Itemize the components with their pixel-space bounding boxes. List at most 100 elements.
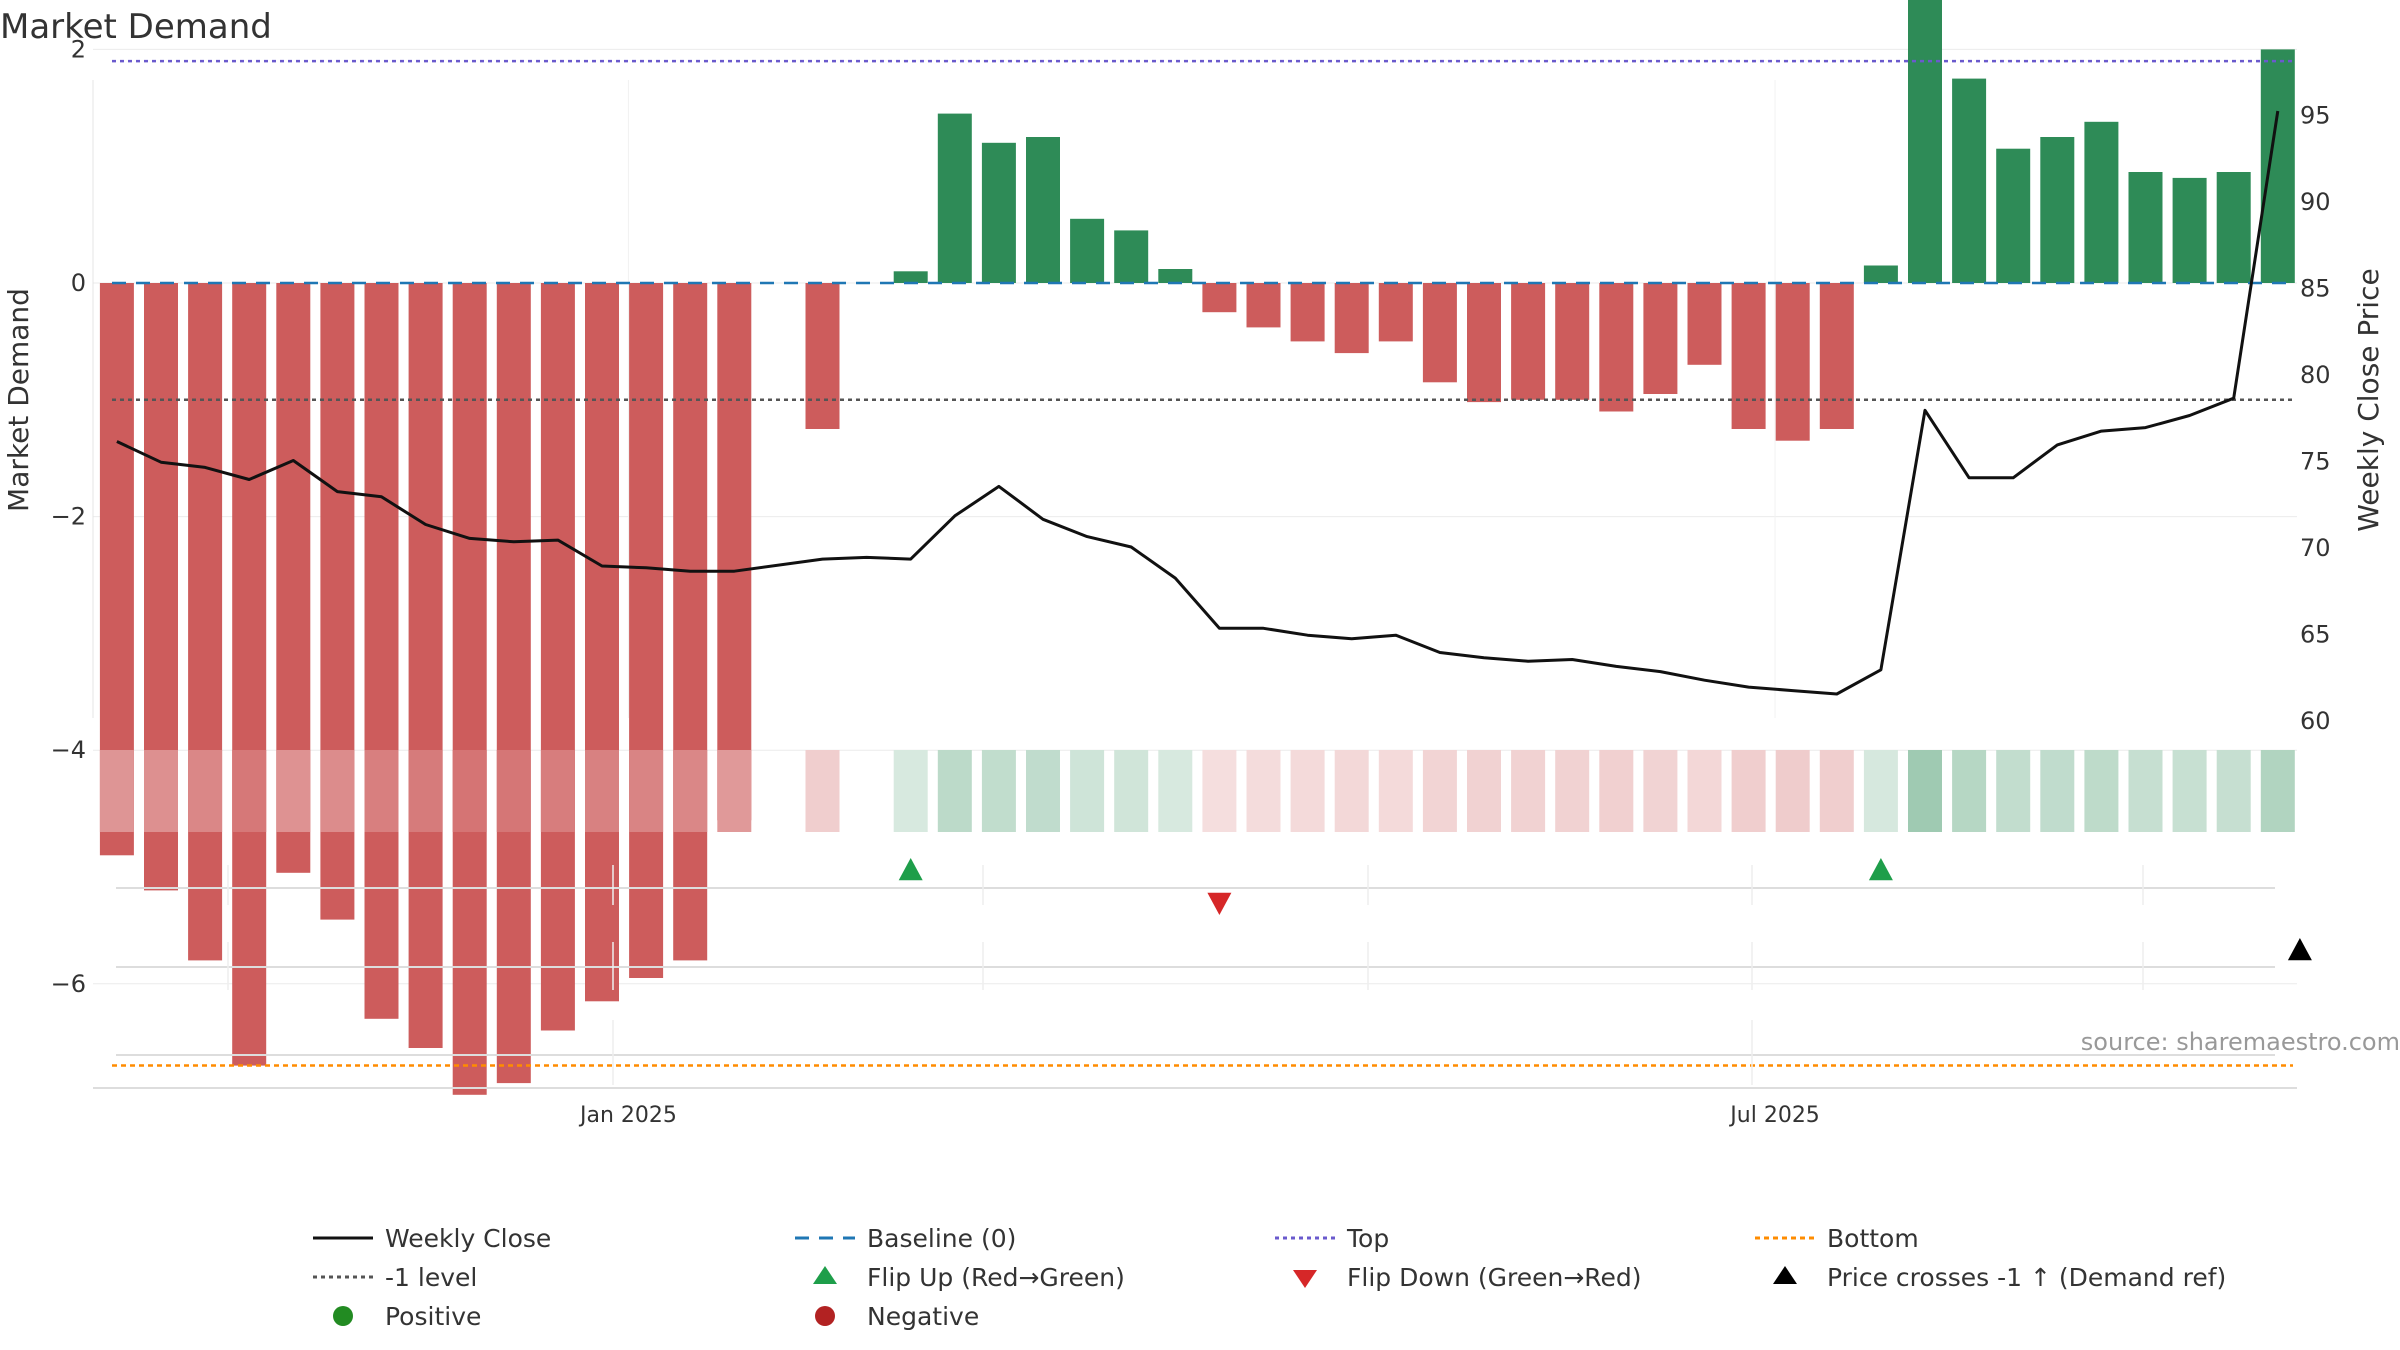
demand-bar: [1422, 283, 1457, 383]
heat-cell: [1158, 750, 1193, 832]
flip-up-marker: [1868, 858, 1893, 881]
y-left-tick-label: −4: [51, 736, 86, 764]
heat-cell: [1334, 750, 1369, 832]
heat-cell: [937, 750, 972, 832]
demand-bar: [1070, 218, 1105, 283]
heat-cell: [408, 750, 443, 832]
legend-item-positive: Positive: [333, 1302, 481, 1331]
chart-title: Market Demand: [0, 7, 272, 47]
heat-cell: [1114, 750, 1149, 832]
legend-item-negative: Negative: [815, 1302, 979, 1331]
demand-bar: [2260, 49, 2295, 284]
heat-cell: [1731, 750, 1766, 832]
demand-bar: [629, 283, 664, 978]
demand-bar: [1996, 148, 2031, 283]
legend-label: Positive: [385, 1302, 481, 1331]
y-right-tick-label: 75: [2300, 448, 2331, 476]
heat-cell: [99, 750, 134, 832]
demand-bar: [2040, 137, 2075, 283]
legend-item-top: Top: [1275, 1224, 1389, 1253]
heat-cell: [1378, 750, 1413, 832]
heat-cell: [540, 750, 575, 832]
legend-swatch: [333, 1306, 353, 1326]
demand-bar: [1908, 0, 1942, 284]
demand-bar: [1643, 283, 1678, 394]
legend-label: Flip Down (Green→Red): [1347, 1263, 1642, 1292]
heat-cell: [1643, 750, 1678, 832]
heat-cell: [320, 750, 355, 832]
demand-bar: [364, 283, 399, 1019]
legend-label: -1 level: [385, 1263, 477, 1292]
demand-bar: [937, 113, 972, 283]
heat-cell: [2040, 750, 2075, 832]
demand-bar: [1114, 230, 1149, 283]
demand-bar: [1731, 283, 1766, 429]
demand-bar: [188, 283, 223, 961]
price-cross-marker: [2287, 938, 2312, 961]
demand-bar: [893, 271, 928, 283]
demand-bar: [2216, 172, 2251, 283]
heat-cell: [232, 750, 267, 832]
legend-label: Weekly Close: [385, 1224, 551, 1253]
heat-cell: [1599, 750, 1634, 832]
y-right-tick-label: 70: [2300, 534, 2331, 562]
heat-cell: [364, 750, 399, 832]
legend-swatch: [815, 1306, 835, 1326]
legend-item-flip-up: Flip Up (Red→Green): [813, 1263, 1125, 1292]
demand-bar: [1467, 283, 1501, 403]
demand-bar: [717, 283, 752, 821]
heat-cell: [452, 750, 487, 832]
heat-cell: [276, 750, 311, 832]
heat-cell: [2216, 750, 2251, 832]
demand-bar: [1246, 283, 1281, 328]
heat-cell: [1908, 750, 1942, 832]
demand-bar: [496, 283, 531, 1084]
heat-cell: [673, 750, 708, 832]
legend-swatch: [1293, 1270, 1317, 1288]
demand-bar: [2084, 121, 2119, 283]
heat-cell: [2260, 750, 2295, 832]
legend-item-minus-one: -1 level: [313, 1263, 477, 1292]
heat-cell: [144, 750, 178, 832]
demand-bar: [1775, 283, 1810, 441]
heat-cell: [981, 750, 1016, 832]
heat-cell: [1467, 750, 1501, 832]
demand-bar: [2128, 172, 2163, 283]
legend-label: Price crosses -1 ↑ (Demand ref): [1827, 1263, 2226, 1292]
heat-cell: [2084, 750, 2119, 832]
heat-cell: [629, 750, 664, 832]
flip-down-marker: [1207, 892, 1232, 915]
demand-bar: [1334, 283, 1369, 354]
demand-bar: [232, 283, 267, 1066]
demand-bar: [452, 283, 487, 1095]
heat-cell: [1070, 750, 1105, 832]
y-left-tick-label: 0: [71, 269, 86, 297]
demand-bar: [981, 142, 1016, 283]
legend-item-weekly-close: Weekly Close: [313, 1224, 551, 1253]
heat-cell: [1775, 750, 1810, 832]
demand-bar: [408, 283, 443, 1048]
heat-cell: [1952, 750, 1987, 832]
demand-bar: [1290, 283, 1325, 342]
heat-cell: [1246, 750, 1281, 832]
heat-cell: [1202, 750, 1237, 832]
y-left-tick-label: −6: [51, 970, 86, 998]
heat-cell: [1863, 750, 1898, 832]
y-right-tick-label: 80: [2300, 361, 2331, 389]
weekly-close-line: [116, 110, 2280, 696]
y-right-tick-label: 95: [2300, 102, 2331, 130]
demand-bar: [1952, 78, 1987, 283]
demand-bar: [540, 283, 575, 1031]
heat-cell: [1026, 750, 1060, 832]
heat-cell: [585, 750, 619, 832]
demand-bar: [805, 283, 840, 429]
flip-up-marker: [898, 858, 923, 881]
source-note: source: sharemaestro.com: [2081, 1028, 2400, 1056]
legend-item-bottom: Bottom: [1755, 1224, 1919, 1253]
demand-bar: [1555, 283, 1590, 400]
y-left-axis-title: Market Demand: [2, 288, 35, 512]
heat-cell: [1687, 750, 1722, 832]
legend-item-cross: Price crosses -1 ↑ (Demand ref): [1773, 1263, 2226, 1292]
demand-bar: [673, 283, 708, 961]
demand-bar: [1687, 283, 1722, 365]
